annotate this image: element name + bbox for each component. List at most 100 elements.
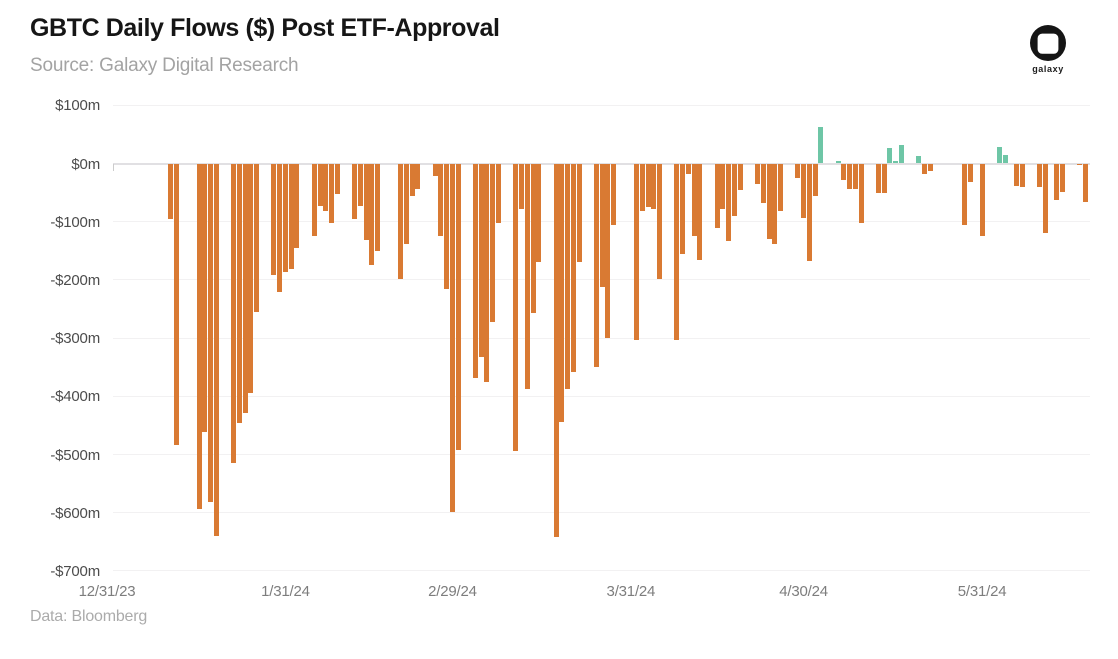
page-title: GBTC Daily Flows ($) Post ETF-Approval <box>30 14 500 42</box>
x-axis-label: 12/31/23 <box>78 583 136 600</box>
outflow-bar <box>472 163 478 378</box>
outflow-bar <box>645 163 651 208</box>
outflow-bar <box>1037 163 1043 187</box>
outflow-bar <box>369 163 375 265</box>
outflow-bar <box>294 163 300 248</box>
outflow-bar <box>490 163 496 322</box>
outflow-bar <box>323 163 329 211</box>
inflow-bar <box>898 144 904 164</box>
outflow-bar <box>605 163 611 339</box>
outflow-bar <box>444 163 450 290</box>
outflow-bar <box>329 163 335 223</box>
inflow-bar <box>887 147 893 164</box>
outflow-bar <box>570 163 576 373</box>
outflow-bar <box>403 163 409 245</box>
outflow-bar <box>213 163 219 537</box>
y-axis-label: $0m <box>71 155 100 173</box>
outflow-bar <box>714 163 720 228</box>
outflow-bar <box>968 163 974 182</box>
outflow-bar <box>674 163 680 340</box>
outflow-bar <box>363 163 369 240</box>
outflow-bar <box>352 163 358 219</box>
outflow-bar <box>812 163 818 196</box>
outflow-bar <box>196 163 202 510</box>
outflow-bar <box>495 163 501 223</box>
outflow-bar <box>415 163 421 190</box>
data-attribution: Data: Bloomberg <box>30 608 148 625</box>
outflow-bar <box>847 163 853 189</box>
outflow-bar <box>801 163 807 218</box>
outflow-bar <box>455 163 461 450</box>
y-axis-label: -$300m <box>50 330 100 348</box>
outflow-bar <box>1054 163 1060 201</box>
outflow-bar <box>651 163 657 210</box>
chart-source-label: Source: Galaxy Digital Research <box>30 55 299 76</box>
outflow-bar <box>254 163 260 312</box>
inflow-bar <box>835 161 841 164</box>
outflow-bar <box>236 163 242 423</box>
y-axis-label: -$700m <box>50 562 100 580</box>
outflow-bar <box>852 163 858 190</box>
y-axis-label: -$100m <box>50 213 100 231</box>
outflow-bar <box>513 163 519 452</box>
outflow-bar <box>778 163 784 212</box>
outflow-bar <box>524 163 530 389</box>
outflow-bar <box>1019 163 1025 187</box>
outflow-bar <box>559 163 565 422</box>
inflow-bar <box>893 160 899 164</box>
outflow-bar <box>806 163 812 261</box>
y-axis-label: $100m <box>55 97 100 115</box>
outflow-bar <box>317 163 323 206</box>
y-gridline <box>113 395 1090 397</box>
outflow-bar <box>167 163 173 219</box>
outflow-bar <box>657 163 663 280</box>
outflow-bar <box>593 163 599 368</box>
outflow-bar <box>599 163 605 287</box>
x-axis-label: 5/31/24 <box>957 583 1007 600</box>
outflow-bar <box>271 163 277 276</box>
outflow-bar <box>760 163 766 203</box>
outflow-bar <box>409 163 415 197</box>
outflow-bar <box>726 163 732 241</box>
outflow-bar <box>208 163 214 503</box>
inflow-bar <box>1002 154 1008 164</box>
outflow-bar <box>277 163 283 293</box>
outflow-bar <box>927 163 933 172</box>
outflow-bar <box>680 163 686 254</box>
galaxy-logo: galaxy <box>1026 24 1070 74</box>
outflow-bar <box>737 163 743 191</box>
outflow-bar <box>375 163 381 251</box>
outflow-bar <box>1077 163 1083 166</box>
inflow-bar <box>818 126 824 164</box>
zero-axis-tick <box>113 163 114 171</box>
outflow-bar <box>720 163 726 210</box>
outflow-bar <box>772 163 778 245</box>
x-axis-label: 4/30/24 <box>779 583 828 600</box>
outflow-bar <box>1042 163 1048 234</box>
x-axis-label: 2/29/24 <box>428 583 477 600</box>
outflow-bar <box>766 163 772 240</box>
outflow-bar <box>565 163 571 389</box>
outflow-bar <box>536 163 542 263</box>
x-axis-label: 3/31/24 <box>606 583 656 600</box>
outflow-bar <box>432 163 438 177</box>
outflow-bar <box>202 163 208 432</box>
x-axis-label: 1/31/24 <box>261 583 310 600</box>
outflow-bar <box>875 163 881 194</box>
outflow-bar <box>639 163 645 212</box>
outflow-bar <box>841 163 847 181</box>
outflow-bar <box>691 163 697 237</box>
outflow-bar <box>438 163 444 237</box>
outflow-bar <box>858 163 864 224</box>
outflow-bar <box>478 163 484 357</box>
outflow-bar <box>921 163 927 174</box>
outflow-bar <box>962 163 968 225</box>
y-gridline <box>113 104 1090 106</box>
outflow-bar <box>611 163 617 225</box>
y-gridline <box>113 570 1090 572</box>
outflow-bar <box>248 163 254 393</box>
outflow-bar <box>231 163 237 464</box>
outflow-bar <box>979 163 985 236</box>
outflow-bar <box>242 163 248 414</box>
